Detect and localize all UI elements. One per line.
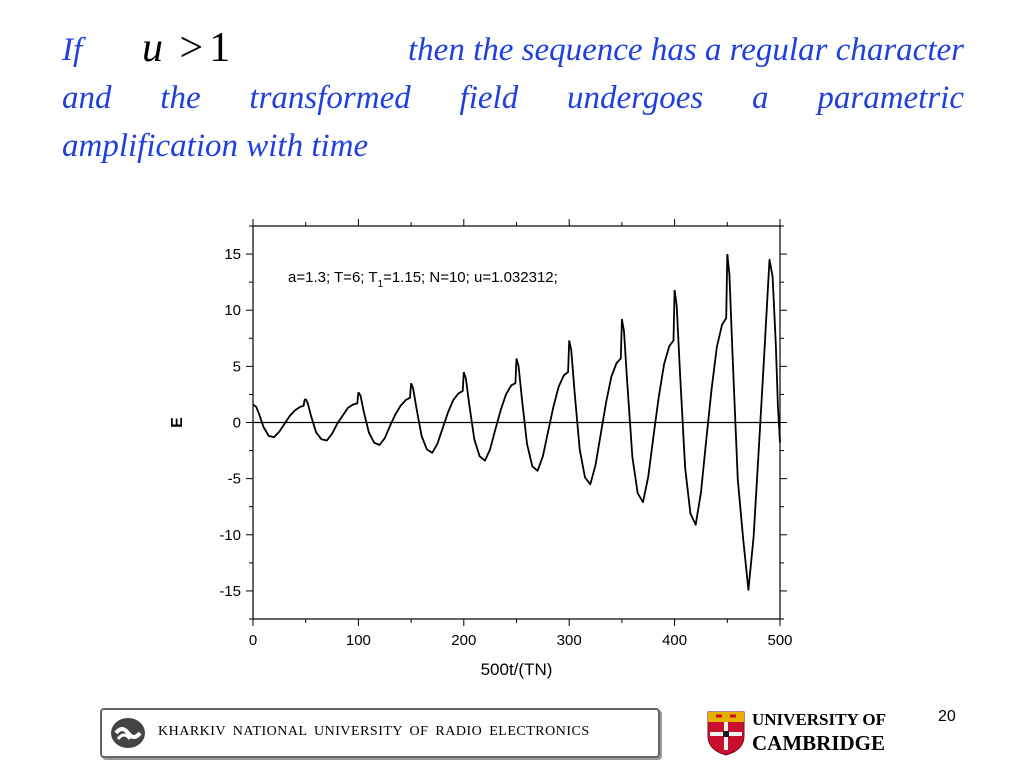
series-segment-period-6: [515, 340, 571, 472]
cambridge-line-1: UNIVERSITY OF: [752, 710, 886, 729]
series-segment-period-10: [726, 254, 781, 591]
cambridge-line-2: CAMBRIDGE: [752, 731, 886, 755]
kharkiv-banner: KHARKIV NATIONAL UNIVERSITY OF RADIO ELE…: [100, 708, 660, 758]
heading-line-3: amplification with time: [62, 128, 369, 164]
series-segment-period-1: [252, 398, 307, 438]
y-tick-label: 10: [224, 302, 241, 319]
cambridge-crest-icon: [707, 711, 745, 756]
y-tick-label: -15: [219, 583, 241, 600]
x-tick-label: 500: [767, 632, 792, 649]
x-tick-label: 300: [557, 632, 582, 649]
series-segment-period-7: [568, 319, 623, 486]
kharkiv-banner-text: KHARKIV NATIONAL UNIVERSITY OF RADIO ELE…: [158, 724, 590, 739]
math-number: 1: [209, 25, 231, 71]
cambridge-logo: UNIVERSITY OF CAMBRIDGE: [752, 710, 886, 756]
series-segment-period-4: [410, 371, 465, 454]
math-operator: >: [179, 25, 204, 71]
series-segment-period-8: [621, 289, 676, 504]
series-segment-period-5: [462, 358, 518, 462]
heading-line-1: If then the sequence has a regular chara…: [62, 26, 964, 74]
y-tick-label: -10: [219, 527, 241, 544]
y-tick-label: 0: [233, 415, 241, 432]
math-condition: u >1: [142, 24, 230, 72]
y-tick-label: -5: [228, 471, 241, 488]
y-axis-label: E: [169, 417, 186, 428]
x-tick-label: 200: [451, 632, 476, 649]
y-tick-label: 5: [233, 358, 241, 375]
x-tick-label: 100: [346, 632, 371, 649]
page-number: 20: [938, 708, 956, 725]
kharkiv-logo-icon: [111, 718, 145, 748]
x-axis-label: 500t/(TN): [481, 660, 553, 679]
chart-annotation: a=1.3; T=6; T1=1.15; N=10; u=1.032312;: [288, 269, 558, 290]
x-tick-label: 0: [249, 632, 257, 649]
heading-line-2: and the transformed field undergoes a pa…: [62, 80, 964, 116]
slide-heading: If then the sequence has a regular chara…: [62, 26, 964, 170]
heading-line-1-rest: then the sequence has a regular characte…: [408, 32, 964, 68]
series-segment-period-2: [304, 392, 360, 442]
annotation-subscript: 1: [378, 279, 384, 290]
math-variable: u: [142, 25, 163, 71]
heading-if: If: [62, 32, 83, 68]
series-segment-period-3: [357, 383, 412, 446]
annotation-text: =1.15; N=10; u=1.032312;: [383, 269, 558, 286]
series-segment-period-9: [673, 254, 729, 526]
annotation-text: a=1.3; T=6; T: [288, 269, 378, 286]
y-tick-label: 15: [224, 246, 241, 263]
x-tick-label: 400: [662, 632, 687, 649]
